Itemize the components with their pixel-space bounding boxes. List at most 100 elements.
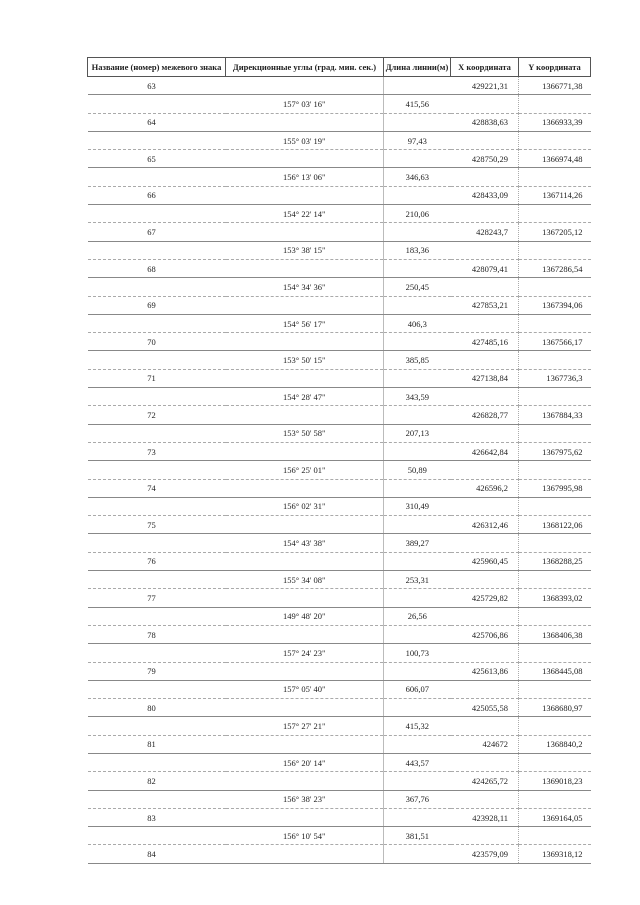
empty-cell <box>450 204 519 224</box>
direction-angle: 154° 28' 47" <box>225 387 384 407</box>
point-name: 63 <box>87 75 226 96</box>
segment-row: 157° 05' 40" 606,07 <box>87 679 591 700</box>
x-coordinate: 425729,82 <box>450 588 519 608</box>
empty-cell <box>383 332 451 352</box>
y-coordinate: 1367566,17 <box>518 332 591 352</box>
segment-row: 153° 38' 15" 183,36 <box>87 240 591 260</box>
empty-cell <box>87 460 226 480</box>
segment-row: 154° 34' 36" 250,45 <box>87 277 591 297</box>
empty-cell <box>87 387 226 407</box>
point-row: 67 428243,7 1367205,12 <box>87 222 591 242</box>
x-coordinate: 425055,58 <box>450 698 519 718</box>
header-point-name: Название (номер) межевого знака <box>87 57 226 77</box>
point-row: 66 428433,09 1367114,26 <box>87 185 591 206</box>
direction-angle: 154° 56' 17" <box>225 313 384 334</box>
line-length: 343,59 <box>383 387 451 407</box>
empty-cell <box>383 258 451 279</box>
point-name: 68 <box>87 258 226 279</box>
empty-cell <box>87 240 226 260</box>
x-coordinate: 425706,86 <box>450 624 519 645</box>
empty-cell <box>383 75 451 96</box>
segment-row: 154° 56' 17" 406,3 <box>87 313 591 334</box>
empty-cell <box>87 277 226 297</box>
segment-row: 156° 25' 01" 50,89 <box>87 460 591 480</box>
y-coordinate: 1367995,98 <box>518 478 591 498</box>
empty-cell <box>383 149 451 169</box>
direction-angle: 154° 43' 38" <box>225 533 384 553</box>
x-coordinate: 426596,2 <box>450 478 519 498</box>
y-coordinate: 1368840,2 <box>518 734 591 754</box>
empty-cell <box>450 387 519 407</box>
empty-cell <box>518 387 591 407</box>
x-coordinate: 427138,84 <box>450 368 519 389</box>
empty-cell <box>383 405 451 425</box>
empty-cell <box>87 94 226 114</box>
y-coordinate: 1369318,12 <box>518 844 591 864</box>
point-name: 76 <box>87 551 226 572</box>
y-coordinate: 1369164,05 <box>518 807 591 828</box>
empty-cell <box>225 185 384 206</box>
y-coordinate: 1368122,06 <box>518 515 591 535</box>
point-row: 73 426642,84 1367975,62 <box>87 441 591 462</box>
empty-cell <box>450 277 519 297</box>
segment-row: 155° 34' 08" 253,31 <box>87 570 591 590</box>
segment-row: 154° 22' 14" 210,06 <box>87 204 591 224</box>
empty-cell <box>450 313 519 334</box>
empty-cell <box>518 606 591 626</box>
direction-angle: 155° 34' 08" <box>225 570 384 590</box>
point-name: 73 <box>87 441 226 462</box>
empty-cell <box>383 112 451 132</box>
empty-cell <box>383 624 451 645</box>
line-length: 406,3 <box>383 313 451 334</box>
y-coordinate: 1367884,33 <box>518 405 591 425</box>
segment-row: 156° 13' 06" 346,63 <box>87 167 591 187</box>
point-name: 80 <box>87 698 226 718</box>
segment-row: 156° 38' 23" 367,76 <box>87 789 591 809</box>
x-coordinate: 429221,31 <box>450 75 519 96</box>
point-row: 72 426828,77 1367884,33 <box>87 405 591 425</box>
direction-angle: 153° 50' 15" <box>225 350 384 370</box>
x-coordinate: 423928,11 <box>450 807 519 828</box>
empty-cell <box>518 752 591 773</box>
y-coordinate: 1367394,06 <box>518 295 591 315</box>
point-name: 69 <box>87 295 226 315</box>
segment-row: 156° 02' 31" 310,49 <box>87 496 591 517</box>
direction-angle: 157° 05' 40" <box>225 679 384 700</box>
empty-cell <box>225 332 384 352</box>
line-length: 346,63 <box>383 167 451 187</box>
point-row: 63 429221,31 1366771,38 <box>87 75 591 96</box>
point-row: 74 426596,2 1367995,98 <box>87 478 591 498</box>
empty-cell <box>450 826 519 846</box>
segment-row: 155° 03' 19" 97,43 <box>87 130 591 151</box>
direction-angle: 156° 02' 31" <box>225 496 384 517</box>
point-row: 83 423928,11 1369164,05 <box>87 807 591 828</box>
empty-cell <box>87 606 226 626</box>
point-name: 66 <box>87 185 226 206</box>
direction-angle: 157° 24' 23" <box>225 643 384 663</box>
empty-cell <box>87 679 226 700</box>
y-coordinate: 1367975,62 <box>518 441 591 462</box>
point-name: 75 <box>87 515 226 535</box>
x-coordinate: 428079,41 <box>450 258 519 279</box>
empty-cell <box>225 405 384 425</box>
empty-cell <box>450 423 519 443</box>
empty-cell <box>383 588 451 608</box>
segment-row: 154° 43' 38" 389,27 <box>87 533 591 553</box>
segment-row: 154° 28' 47" 343,59 <box>87 387 591 407</box>
x-coordinate: 426828,77 <box>450 405 519 425</box>
point-row: 77 425729,82 1368393,02 <box>87 588 591 608</box>
x-coordinate: 428838,63 <box>450 112 519 132</box>
direction-angle: 156° 38' 23" <box>225 789 384 809</box>
empty-cell <box>518 423 591 443</box>
point-name: 72 <box>87 405 226 425</box>
x-coordinate: 428243,7 <box>450 222 519 242</box>
empty-cell <box>225 222 384 242</box>
point-row: 75 426312,46 1368122,06 <box>87 515 591 535</box>
direction-angle: 149° 48' 20" <box>225 606 384 626</box>
empty-cell <box>87 313 226 334</box>
empty-cell <box>87 350 226 370</box>
empty-cell <box>87 204 226 224</box>
empty-cell <box>225 149 384 169</box>
empty-cell <box>518 313 591 334</box>
x-coordinate: 426642,84 <box>450 441 519 462</box>
